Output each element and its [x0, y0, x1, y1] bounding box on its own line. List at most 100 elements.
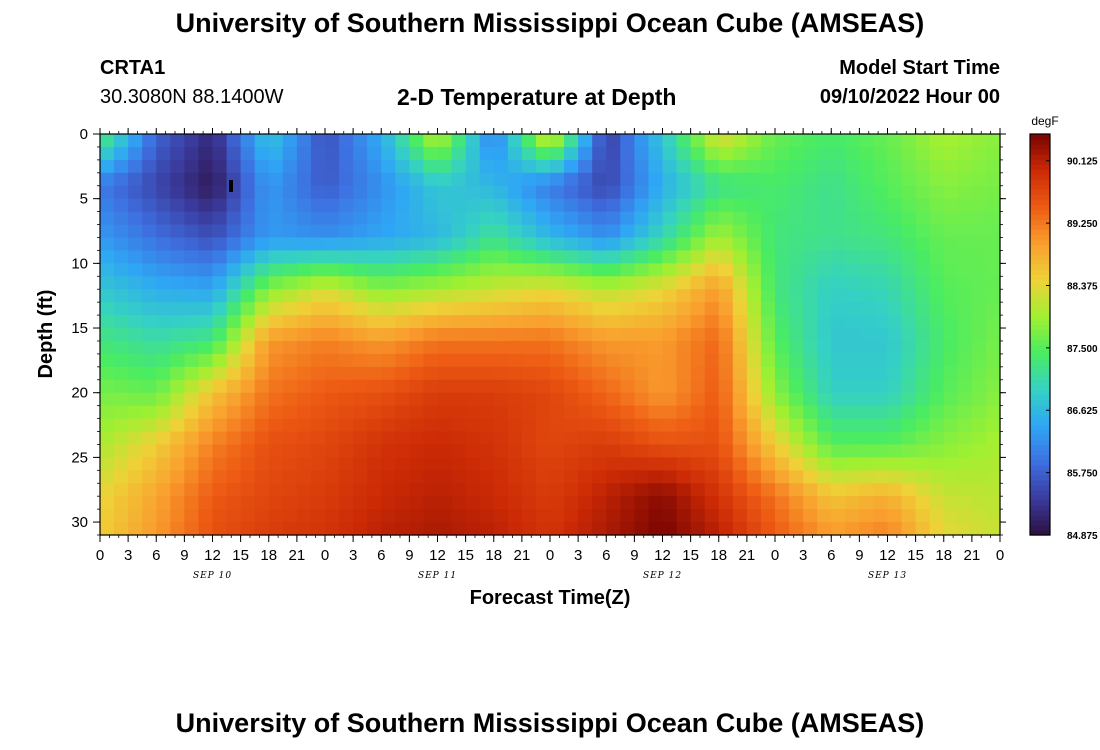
heatmap-cell — [803, 250, 818, 264]
heatmap-cell — [507, 483, 523, 497]
heatmap-cell — [254, 211, 270, 226]
heatmap-cell — [704, 276, 720, 290]
heatmap-cell — [409, 211, 425, 226]
heatmap-cell — [268, 263, 284, 277]
heatmap-cell — [521, 444, 537, 458]
heatmap-cell — [521, 250, 537, 264]
heatmap-cell — [845, 134, 860, 148]
heatmap-cell — [550, 444, 565, 458]
heatmap-cell — [353, 276, 368, 290]
heatmap-cell — [929, 522, 945, 536]
heatmap-cell — [423, 276, 439, 290]
heatmap-cell — [381, 263, 396, 277]
heatmap-cell — [479, 250, 495, 264]
heatmap-cell — [535, 522, 551, 536]
heatmap-cell — [690, 224, 706, 239]
heatmap-cell — [381, 250, 396, 264]
heatmap-cell — [535, 146, 551, 161]
heatmap-cell — [817, 134, 832, 148]
heatmap-cell — [184, 289, 200, 303]
heatmap-cell — [395, 276, 410, 290]
heatmap-cell — [620, 185, 635, 200]
heatmap-cell — [226, 211, 242, 226]
heatmap-cell — [142, 250, 157, 264]
heatmap-cell — [746, 340, 762, 355]
colorbar-tick-label: 87.500 — [1067, 344, 1098, 355]
x-tick-label: 0 — [96, 547, 104, 564]
heatmap-cell — [156, 224, 171, 239]
x-date-label: SEP 11 — [418, 571, 457, 581]
heatmap-cell — [325, 276, 340, 290]
heatmap-cell — [198, 470, 214, 484]
heatmap-cell — [212, 185, 228, 200]
heatmap-cell — [634, 392, 650, 407]
heatmap-cell — [114, 392, 129, 407]
heatmap-cell — [353, 315, 368, 329]
heatmap-cell — [507, 431, 523, 446]
colorbar-units: degF — [1031, 114, 1058, 128]
heatmap-cell — [760, 263, 776, 277]
heatmap-cell — [676, 379, 692, 394]
heatmap-cell — [296, 237, 312, 252]
heatmap-cell — [564, 405, 579, 420]
heatmap-cell — [198, 457, 214, 471]
heatmap-cell — [760, 172, 776, 187]
heatmap-cell — [353, 483, 368, 497]
heatmap-cell — [325, 185, 340, 200]
heatmap-cell — [704, 457, 720, 471]
heatmap-cell — [971, 392, 987, 407]
heatmap-cell — [226, 159, 242, 174]
colorbar-segment — [1030, 149, 1050, 155]
heatmap-cell — [198, 483, 214, 497]
heatmap-cell — [985, 237, 1001, 252]
heatmap-cell — [817, 276, 832, 290]
heatmap-cell — [184, 302, 200, 316]
heatmap-cell — [971, 289, 987, 303]
heatmap-cell — [929, 392, 945, 407]
heatmap-cell — [831, 211, 846, 226]
heatmap-cell — [353, 198, 368, 213]
heatmap-cell — [662, 431, 678, 446]
heatmap-cell — [985, 289, 1001, 303]
colorbar-segment — [1030, 504, 1050, 511]
heatmap-cell — [156, 444, 171, 458]
heatmap-cell — [156, 250, 171, 264]
heatmap-cell — [226, 340, 242, 355]
heatmap-cell — [859, 340, 875, 355]
heatmap-cell — [859, 392, 875, 407]
heatmap-cell — [789, 353, 804, 368]
heatmap-cell — [732, 263, 748, 277]
heatmap-cell — [381, 328, 396, 342]
heatmap-cell — [325, 224, 340, 239]
heatmap-cell — [831, 172, 846, 187]
heatmap-cell — [114, 250, 129, 264]
heatmap-cell — [226, 172, 242, 187]
heatmap-cell — [887, 483, 903, 497]
heatmap-cell — [507, 340, 523, 355]
heatmap-cell — [662, 522, 678, 536]
heatmap-cell — [564, 496, 579, 510]
heatmap-cell — [803, 392, 818, 407]
heatmap-cell — [212, 276, 228, 290]
heatmap-cell — [507, 392, 523, 407]
heatmap-cell — [142, 431, 157, 446]
heatmap-cell — [676, 470, 692, 484]
heatmap-cell — [409, 405, 425, 420]
heatmap-cell — [873, 159, 889, 174]
heatmap-cell — [535, 237, 551, 252]
heatmap-cell — [676, 224, 692, 239]
heatmap-cell — [128, 418, 143, 433]
heatmap-cell — [100, 379, 115, 394]
heatmap-cell — [437, 340, 453, 355]
heatmap-cell — [521, 237, 537, 252]
heatmap-cell — [325, 198, 340, 213]
heatmap-cell — [732, 340, 748, 355]
heatmap-cell — [451, 509, 467, 523]
heatmap-cell — [789, 250, 804, 264]
heatmap-cell — [142, 418, 157, 433]
heatmap-cell — [282, 509, 298, 523]
heatmap-cell — [451, 289, 467, 303]
heatmap-cell — [985, 224, 1001, 239]
heatmap-cell — [550, 405, 565, 420]
heatmap-cell — [732, 379, 748, 394]
